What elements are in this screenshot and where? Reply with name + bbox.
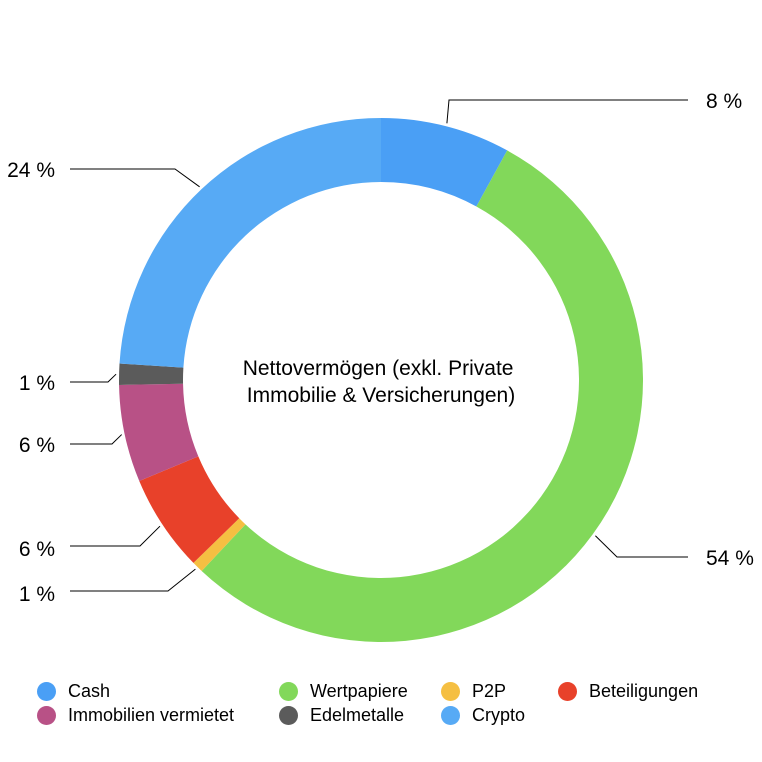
legend-swatch-crypto	[441, 705, 460, 725]
slice-wertpapiere	[201, 150, 643, 642]
leader-line-p2p	[70, 568, 196, 592]
slice-label-beteiligungen: 6 %	[19, 538, 55, 561]
leader-line-edelmetalle	[70, 373, 117, 383]
slice-beteiligungen	[139, 456, 240, 563]
slice-immobilien-vermietet	[119, 383, 199, 482]
legend-label-cash: Cash	[68, 680, 111, 701]
leader-line-immobilien-vermietet	[70, 434, 123, 445]
legend-label-immobilien-vermietet: Immobilien vermietet	[68, 704, 235, 725]
legend-item-edelmetalle: Edelmetalle	[279, 703, 404, 727]
legend-item-wertpapiere: Wertpapiere	[279, 679, 408, 703]
legend-label-wertpapiere: Wertpapiere	[310, 680, 408, 701]
slice-edelmetalle	[118, 363, 184, 385]
slice-label-p2p: 1 %	[19, 583, 55, 606]
legend-label-beteiligungen: Beteiligungen	[589, 680, 699, 701]
leader-line-crypto	[70, 168, 200, 188]
leader-line-beteiligungen	[70, 525, 161, 547]
legend-item-p2p: P2P	[441, 679, 506, 703]
slice-crypto	[119, 118, 381, 368]
donut-slices	[118, 118, 643, 642]
leader-line-cash	[446, 99, 688, 124]
chart-title-line-2: Immobilie & Versicherungen)	[247, 384, 515, 407]
legend-swatch-p2p	[441, 681, 460, 701]
legend-item-cash: Cash	[37, 679, 110, 703]
legend-swatch-beteiligungen	[558, 681, 577, 701]
slice-label-crypto: 24 %	[7, 159, 55, 182]
legend-label-p2p: P2P	[472, 680, 507, 701]
legend-item-crypto: Crypto	[441, 703, 525, 727]
chart-title: Nettovermögen (exkl. Private Immobilie &…	[243, 357, 520, 407]
leader-lines	[70, 99, 688, 592]
legend-label-edelmetalle: Edelmetalle	[310, 704, 405, 725]
slice-label-edelmetalle: 1 %	[19, 372, 55, 395]
slice-labels: 8 % 54 % 1 % 6 % 6 % 1 % 24 %	[7, 90, 754, 606]
legend-label-crypto: Crypto	[472, 704, 526, 725]
slice-label-wertpapiere: 54 %	[706, 547, 754, 570]
legend-item-immobilien-vermietet: Immobilien vermietet	[37, 703, 234, 727]
legend-swatch-cash	[37, 681, 56, 701]
legend-swatch-edelmetalle	[279, 705, 298, 725]
slice-cash	[381, 118, 508, 207]
legend-swatch-immobilien-vermietet	[37, 705, 56, 725]
slice-label-cash: 8 %	[706, 90, 742, 113]
legend-item-beteiligungen: Beteiligungen	[558, 679, 698, 703]
chart-title-line-1: Nettovermögen (exkl. Private	[243, 357, 514, 380]
slice-p2p	[193, 518, 246, 571]
legend-swatch-wertpapiere	[279, 681, 298, 701]
slice-label-immobilien-vermietet: 6 %	[19, 434, 55, 457]
leader-line-wertpapiere	[595, 535, 688, 558]
